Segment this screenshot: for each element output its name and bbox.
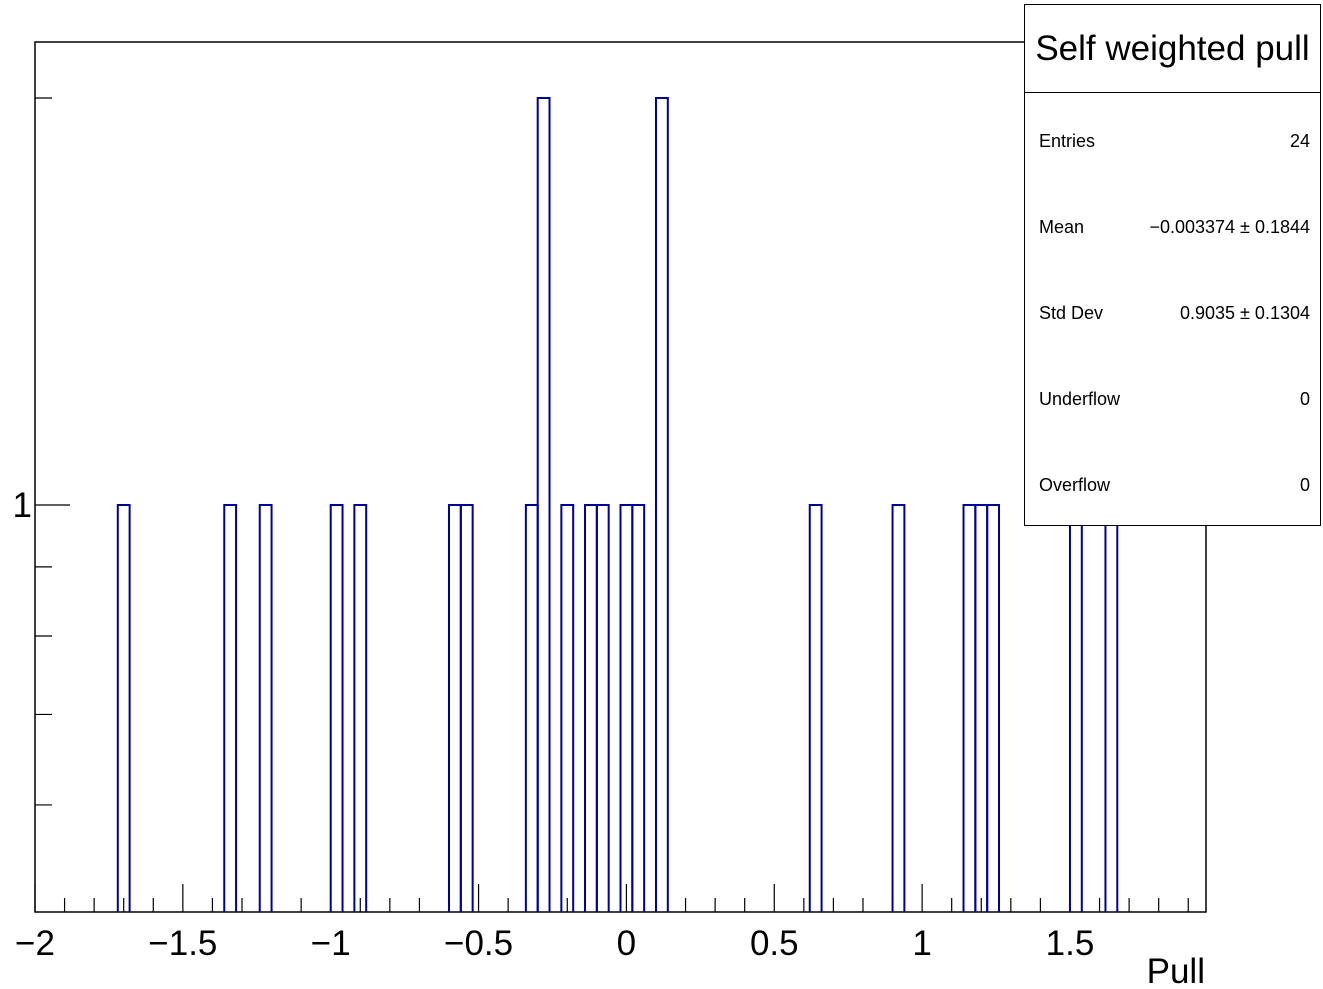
y-axis-ticks [35,97,70,806]
stats-box: Self weighted pull Entries 24 Mean −0.00… [1024,4,1321,526]
x-tick-label: 1 [912,924,931,963]
stats-label: Mean [1039,217,1085,237]
histogram-bars [116,96,1119,912]
stats-row-stddev: Std Dev 0.9035 ± 0.1304 [1039,298,1310,328]
x-tick-labels: −2 −1.5 −1 −0.5 0 0.5 1 1.5 [15,924,1094,963]
histogram-bin [459,503,474,912]
x-tick-label: −0.5 [444,924,513,963]
histogram-bin [595,503,610,912]
stats-row-underflow: Underflow 0 [1039,384,1310,414]
stats-row-overflow: Overflow 0 [1039,470,1310,500]
stats-value: 0 [1299,475,1310,495]
stats-value: 0.9035 ± 0.1304 [1180,303,1310,323]
stats-title: Self weighted pull [1025,5,1320,93]
histogram-bin [258,503,273,912]
histogram-bin [1068,503,1083,912]
stats-row-mean: Mean −0.003374 ± 0.1844 [1039,212,1310,242]
x-axis-ticks [34,884,1189,912]
histogram-bin [891,503,906,912]
x-tick-label: −2 [15,924,55,963]
histogram-bin [560,503,575,912]
histogram-bin [223,503,238,912]
histogram-bin [524,503,539,912]
stats-label: Std Dev [1039,303,1104,323]
stats-value: 0 [1299,389,1310,409]
x-tick-label: 0 [617,924,636,963]
histogram-bin [329,503,344,912]
histogram-bin [654,96,669,912]
histogram-bin [584,503,598,912]
histogram-bin [619,503,634,912]
stats-label: Overflow [1039,475,1111,495]
x-tick-label: −1.5 [148,924,217,963]
histogram-bin [631,503,646,912]
histogram-bin [1104,503,1119,912]
histogram-bin [808,503,823,912]
x-axis-label: Pull [1147,952,1205,989]
y-tick-label: 1 [13,486,32,525]
histogram-bin [116,503,131,912]
x-tick-label: 0.5 [750,924,799,963]
y-tick-labels: 1 [13,486,32,525]
x-tick-label: −1 [311,924,351,963]
histogram-bin [353,503,368,912]
stats-row-entries: Entries 24 [1039,126,1310,156]
stats-value: −0.003374 ± 0.1844 [1149,217,1310,237]
histogram-bin [974,503,989,912]
histogram-bin [962,503,977,912]
histogram-bin [986,503,1001,912]
stats-value: 24 [1289,131,1310,151]
histogram-bin [447,503,462,912]
histogram-bin [536,96,551,912]
stats-label: Entries [1039,131,1096,151]
x-tick-label: 1.5 [1046,924,1095,963]
stats-label: Underflow [1039,389,1121,409]
